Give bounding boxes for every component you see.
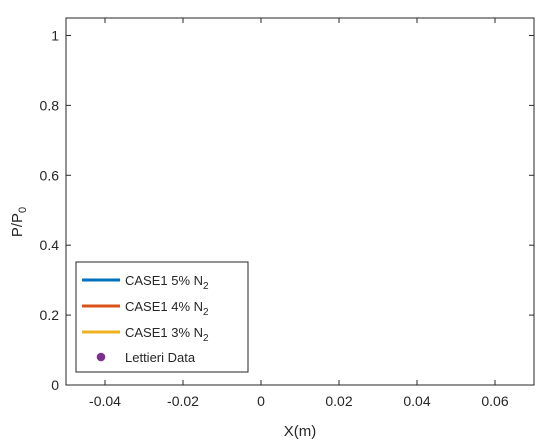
legend-label-main: CASE1 3% N (125, 325, 203, 340)
x-tick-label: 0.06 (481, 393, 508, 409)
y-tick-label: 0.6 (40, 167, 60, 183)
legend-label-main: CASE1 5% N (125, 273, 203, 288)
y-axis-label-sub: 0 (17, 207, 29, 213)
x-tick-label: -0.04 (89, 393, 121, 409)
legend-label-2: CASE1 4% N2 (125, 299, 209, 318)
y-tick-label: 0.8 (40, 97, 60, 113)
legend-label-sub: 2 (203, 281, 209, 292)
x-tick-label: 0.04 (403, 393, 430, 409)
legend-label-1: CASE1 5% N2 (125, 273, 209, 292)
x-tick-label: -0.02 (167, 393, 199, 409)
legend-label-scatter: Lettieri Data (125, 350, 196, 365)
x-tick-label: 0 (257, 393, 265, 409)
legend-swatch-scatter (96, 352, 106, 362)
legend-label-sub: 2 (203, 307, 209, 318)
y-tick-label: 0 (51, 377, 59, 393)
legend-label-sub: 2 (203, 333, 209, 344)
y-tick-label: 0.2 (40, 307, 60, 323)
x-axis-label: X(m) (284, 423, 317, 440)
y-tick-label: 0.4 (40, 237, 60, 253)
legend-label-3: CASE1 3% N2 (125, 325, 209, 344)
y-axis-label: P/P0 (9, 207, 29, 237)
x-tick-label: 0.02 (325, 393, 352, 409)
y-tick-label: 1 (51, 27, 59, 43)
legend-label-main: CASE1 4% N (125, 299, 203, 314)
y-axis-label-main: P/P (9, 213, 26, 237)
